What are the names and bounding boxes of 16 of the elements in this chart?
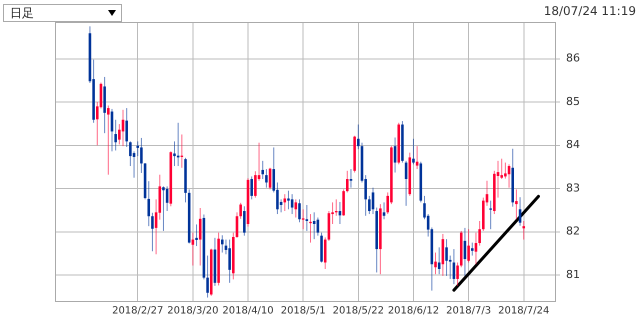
x-tick-label: 2018/7/3	[446, 306, 492, 317]
x-tick-label: 2018/4/10	[222, 306, 274, 317]
x-tick-label: 2018/6/12	[388, 306, 440, 317]
text: 18/07/24 11:19	[544, 4, 636, 18]
x-tick-label: 2018/3/20	[167, 306, 219, 317]
y-tick-label: 82	[566, 224, 580, 238]
y-tick-label: 83	[566, 181, 580, 194]
x-tick-label: 2018/5/22	[332, 306, 384, 317]
y-tick-label: 85	[566, 94, 580, 108]
dropdown: 日足	[3, 4, 122, 22]
x-tick-label: 2018/7/24	[498, 306, 550, 317]
x-tick-label: 2018/5/1	[280, 306, 326, 317]
y-tick-label: 81	[566, 268, 580, 281]
x-tick-label: 2018/2/27	[112, 306, 164, 317]
y-tick-label: 84	[566, 138, 580, 152]
y-tick-label: 86	[566, 52, 580, 65]
